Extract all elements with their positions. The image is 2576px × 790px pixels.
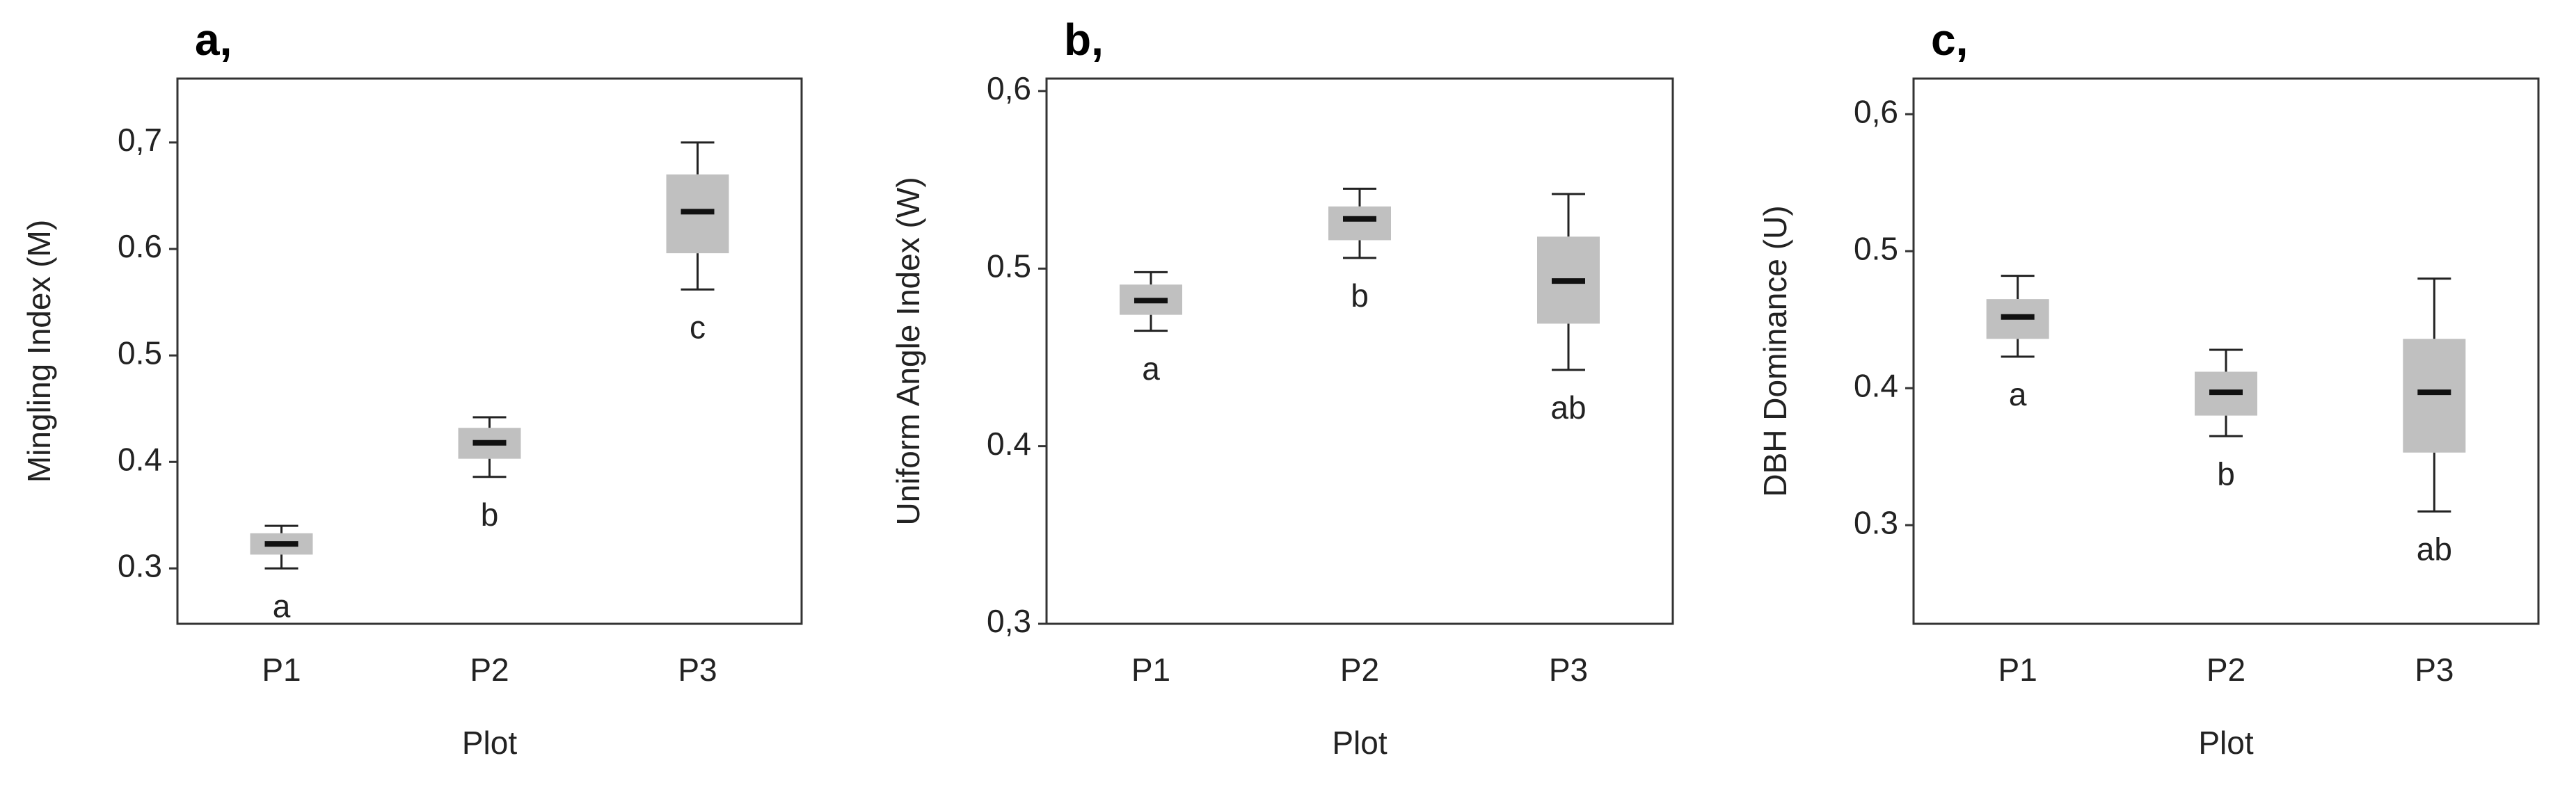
plot-frame	[176, 77, 803, 625]
panel-label: a,	[195, 15, 232, 65]
x-tick-label: P3	[1549, 652, 1588, 688]
x-tick-label: P2	[1340, 652, 1379, 688]
x-tick-label: P1	[1998, 652, 2037, 688]
group-letter: c	[690, 309, 706, 345]
group-letter: ab	[2417, 531, 2452, 567]
panel-label: c,	[1931, 15, 1968, 65]
group-letter: a	[1142, 350, 1160, 387]
group-letter: a	[273, 588, 291, 624]
group-letter: b	[481, 497, 499, 533]
group-letter: ab	[1550, 389, 1586, 426]
box	[1328, 206, 1391, 241]
x-axis-label: Plot	[1332, 725, 1387, 761]
panel-label: b,	[1064, 15, 1104, 65]
y-tick-label: 0,3	[987, 603, 1031, 639]
group-letter: b	[2217, 456, 2235, 492]
y-tick-label: 0.5	[118, 334, 162, 371]
x-axis-label: Plot	[462, 725, 517, 761]
y-tick-label: 0.3	[1854, 504, 1898, 540]
y-tick-label: 0.4	[118, 441, 162, 477]
y-tick-label: 0.6	[118, 228, 162, 264]
y-tick-label: 0.4	[1854, 367, 1898, 403]
y-tick-label: 0.5	[1854, 230, 1898, 266]
x-tick-label: P2	[2207, 652, 2245, 688]
y-tick-label: 0,6	[1854, 93, 1898, 129]
box	[2403, 339, 2466, 453]
plot-frame	[1912, 77, 2540, 625]
y-tick-label: 0.5	[987, 248, 1031, 284]
y-axis-label: DBH Dominance (U)	[1757, 205, 1793, 497]
x-tick-label: P3	[678, 652, 717, 688]
y-axis-label: Uniform Angle Index (W)	[890, 177, 926, 525]
plot-frame	[1045, 77, 1674, 625]
group-letter: b	[1351, 277, 1369, 314]
x-tick-label: P3	[2415, 652, 2454, 688]
x-tick-label: P1	[1131, 652, 1170, 688]
group-letter: a	[2009, 376, 2027, 412]
x-tick-label: P1	[262, 652, 301, 688]
y-axis-label: Mingling Index (M)	[21, 220, 57, 483]
y-tick-label: 0,7	[118, 122, 162, 158]
x-axis-label: Plot	[2198, 725, 2253, 761]
y-tick-label: 0,6	[987, 70, 1031, 106]
y-tick-label: 0.3	[118, 548, 162, 584]
x-tick-label: P2	[470, 652, 509, 688]
y-tick-label: 0.4	[987, 426, 1031, 462]
